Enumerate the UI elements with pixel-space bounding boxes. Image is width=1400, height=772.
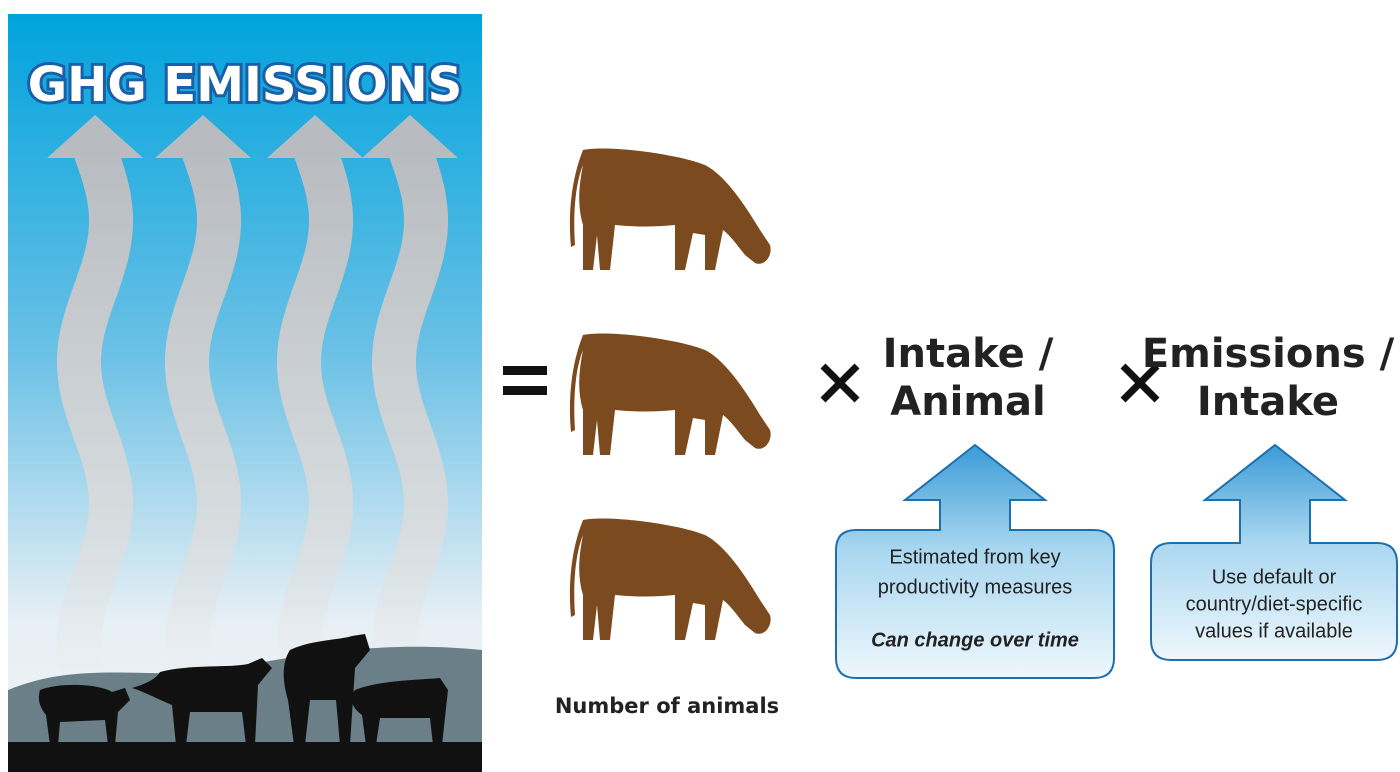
factor-label: Emissions / [1142, 331, 1395, 377]
cow-icon [570, 518, 771, 640]
times-sign [823, 366, 857, 400]
cow-icon [570, 148, 771, 270]
callout-text: productivity measures [878, 576, 1073, 598]
animals-label: Number of animals [555, 694, 779, 718]
factor-label: Animal [890, 379, 1046, 425]
callout-text: Estimated from key [889, 546, 1060, 568]
callout-text: country/diet-specific [1186, 593, 1363, 615]
callout-note: Can change over time [871, 629, 1079, 651]
emissions-panel: GHG EMISSIONS [8, 14, 482, 772]
panel-title: GHG EMISSIONS [28, 57, 462, 113]
diagram: GHG EMISSIONS Number of animals Intake /… [0, 0, 1400, 772]
factor-label: Intake [1197, 379, 1339, 425]
callout-text: values if available [1195, 620, 1353, 642]
cow-icon [570, 333, 771, 455]
equals-sign [503, 366, 547, 395]
callout-text: Use default or [1212, 566, 1337, 588]
factor-label: Intake / [883, 331, 1054, 377]
